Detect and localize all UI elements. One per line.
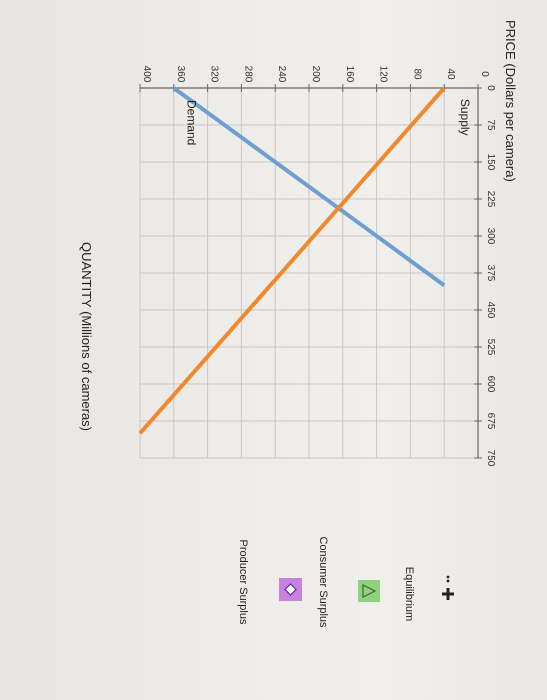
series-label-supply: Supply	[458, 99, 472, 136]
price-tick-label: 320	[209, 66, 220, 83]
price-tick-label: 160	[344, 66, 355, 83]
diamond-icon	[284, 583, 297, 596]
price-tick-label: 240	[276, 66, 287, 83]
legend: Equilibrium Consumer Surplus Producer Surp…	[237, 536, 454, 628]
plot-area: 0 40 80 120 160 200 240 280 320 360 400 0 75 150 225 30…	[138, 66, 496, 467]
y-axis-label: PRICE (Dollars per camera)	[503, 20, 518, 182]
quantity-tick-label: 375	[485, 265, 496, 282]
quantity-tick-label: 150	[485, 154, 496, 171]
price-tick-label: 200	[310, 66, 321, 83]
legend-label-producer-surplus: Producer Surplus	[237, 540, 249, 625]
price-tick-label: 40	[445, 68, 456, 80]
x-axis-label: QUANTITY (Millions of cameras)	[79, 242, 94, 431]
legend-item-consumer-surplus: Consumer Surplus	[317, 536, 380, 628]
price-tick-label: 400	[141, 66, 152, 83]
triangle-icon	[362, 584, 377, 598]
legend-item-equilibrium: Equilibrium	[403, 567, 454, 621]
quantity-tick-label: 600	[485, 376, 496, 393]
series-line-supply	[138, 86, 446, 435]
quantity-tick-label: 525	[485, 339, 496, 356]
legend-label-consumer-surplus: Consumer Surplus	[317, 536, 329, 628]
price-tick-label: 360	[175, 66, 186, 83]
series-line-demand	[172, 86, 446, 287]
quantity-tick-label: 750	[485, 450, 496, 467]
equilibrium-icon	[446, 579, 450, 583]
price-tick-label: 120	[378, 66, 389, 83]
legend-item-producer-surplus: Producer Surplus	[237, 540, 302, 625]
price-tick-label: 0	[479, 71, 490, 77]
quantity-tick-label: 75	[485, 119, 496, 131]
legend-label-equilibrium: Equilibrium	[403, 567, 415, 621]
quantity-tick-label: 0	[485, 85, 496, 91]
consumer-surplus-swatch	[358, 580, 380, 602]
price-tick-label: 280	[242, 66, 253, 83]
price-tick-label: 80	[411, 68, 422, 80]
series-label-demand: Demand	[184, 100, 198, 145]
quantity-tick-label: 675	[485, 413, 496, 430]
quantity-tick-label: 450	[485, 302, 496, 319]
quantity-tick-label: 225	[485, 191, 496, 208]
quantity-tick-label: 300	[485, 228, 496, 245]
equilibrium-icon	[446, 575, 450, 579]
